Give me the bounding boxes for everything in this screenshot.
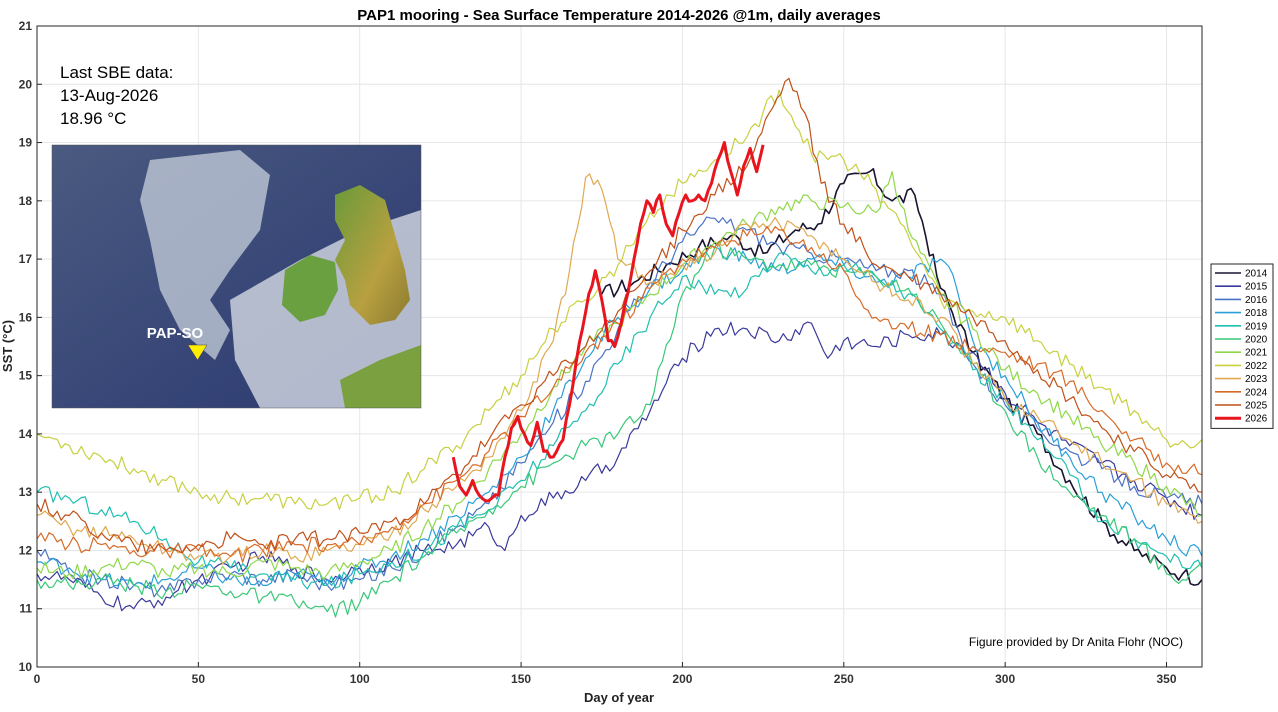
series-group — [37, 77, 1202, 618]
chart-title: PAP1 mooring - Sea Surface Temperature 2… — [357, 7, 880, 24]
legend-label-2016: 2016 — [1245, 295, 1268, 306]
legend-label-2022: 2022 — [1245, 361, 1268, 372]
x-tick-label: 100 — [350, 672, 370, 686]
series-line-2019 — [37, 252, 1202, 590]
y-tick-label: 20 — [19, 77, 33, 91]
series-line-2014 — [601, 168, 1202, 586]
x-tick-label: 0 — [34, 672, 41, 686]
annotation-line3: 18.96 °C — [60, 109, 126, 128]
credit-text: Figure provided by Dr Anita Flohr (NOC) — [969, 635, 1183, 649]
legend-label-2023: 2023 — [1245, 374, 1268, 385]
y-tick-label: 15 — [19, 369, 33, 383]
legend-label-2015: 2015 — [1245, 282, 1268, 293]
y-tick-label: 10 — [19, 660, 33, 674]
y-tick-label: 11 — [19, 602, 32, 616]
series-line-2025 — [37, 77, 1202, 555]
series-line-2020 — [37, 241, 1202, 618]
y-tick-label: 18 — [19, 194, 33, 208]
map-frame — [51, 144, 422, 409]
legend-label-2024: 2024 — [1245, 387, 1268, 398]
y-axis-label: SST (°C) — [0, 320, 15, 372]
y-tick-label: 19 — [19, 136, 33, 150]
y-tick-label: 12 — [19, 543, 33, 557]
series-line-2022 — [37, 89, 1202, 510]
annotation-line1: Last SBE data: — [60, 63, 173, 82]
series-line-2026 — [451, 141, 765, 503]
legend-label-2020: 2020 — [1245, 335, 1268, 346]
x-tick-label: 200 — [672, 672, 692, 686]
x-tick-label: 50 — [192, 672, 206, 686]
y-tick-label: 16 — [19, 310, 33, 324]
y-tick-label: 13 — [19, 485, 33, 499]
x-tick-label: 150 — [511, 672, 531, 686]
annotation-line2: 13-Aug-2026 — [60, 86, 158, 105]
legend-label-2018: 2018 — [1245, 308, 1268, 319]
legend: 2014 2015 2016 2018 2019 2020 2021 2022 2023 2024… — [1210, 263, 1274, 429]
map-britain — [335, 185, 410, 325]
legend-label-2014: 2014 — [1245, 269, 1268, 280]
x-tick-label: 350 — [1156, 672, 1176, 686]
plot-frame — [36, 25, 1203, 668]
x-axis-label: Day of year — [584, 690, 654, 705]
y-tick-label: 14 — [19, 427, 33, 441]
series-line-2018 — [37, 244, 1202, 590]
legend-box — [1210, 263, 1274, 429]
legend-label-2021: 2021 — [1245, 348, 1268, 359]
map-shelf — [140, 150, 270, 360]
x-tick-label: 300 — [995, 672, 1015, 686]
y-tick-label: 21 — [19, 19, 33, 33]
legend-label-2026: 2026 — [1245, 414, 1268, 425]
legend-label-2019: 2019 — [1245, 321, 1268, 332]
map-ireland — [282, 255, 338, 322]
y-tick-label: 17 — [19, 252, 33, 266]
x-tick-label: 250 — [834, 672, 854, 686]
pap-so-label: PAP-SO — [147, 325, 204, 342]
ticks: 0 50 100 150 200 250 300 350 10 11 12 13 14 15 16 17 18 1… — [19, 19, 1177, 686]
map-france — [340, 345, 421, 408]
inset-map: PAP-SO — [51, 144, 422, 409]
pap-so-marker — [187, 344, 208, 361]
legend-label-2025: 2025 — [1245, 401, 1268, 412]
